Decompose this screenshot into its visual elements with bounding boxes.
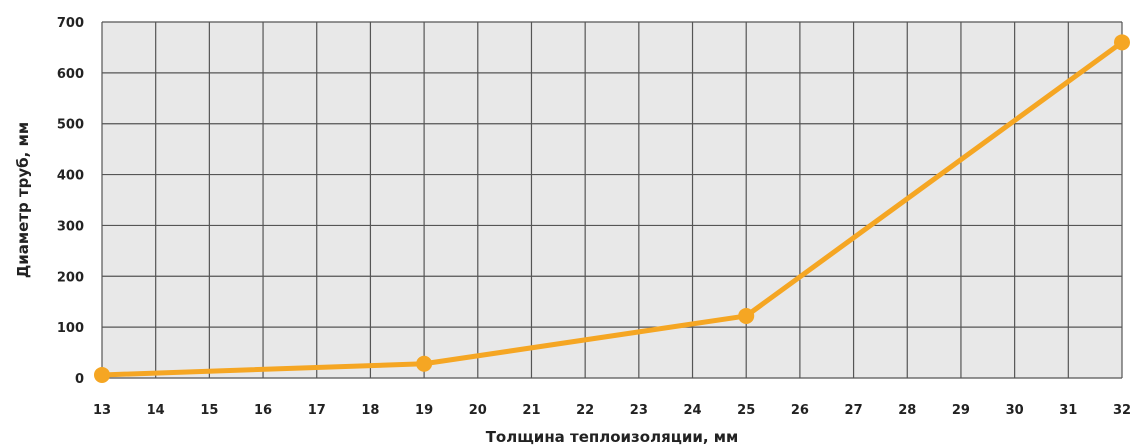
x-tick-label: 18 (361, 403, 379, 418)
data-point (416, 355, 433, 372)
x-tick-label: 24 (683, 403, 701, 418)
y-tick-label: 700 (57, 16, 84, 31)
y-tick-label: 0 (75, 372, 84, 387)
x-tick-label: 28 (898, 403, 916, 418)
data-point (94, 366, 110, 383)
y-axis-title: Диаметр труб, мм (14, 122, 32, 278)
x-tick-label: 31 (1059, 403, 1077, 418)
x-axis-ticks: 13 14 15 16 17 18 19 20 21 22 23 24 25 26 27 28 29 30 31 32 (93, 403, 1131, 418)
x-tick-label: 20 (469, 403, 487, 418)
x-tick-label: 15 (200, 403, 218, 418)
series-group (94, 34, 1130, 383)
y-tick-label: 500 (57, 118, 84, 133)
series-line (99, 39, 1125, 378)
x-tick-label: 13 (93, 403, 111, 418)
data-point (738, 307, 755, 324)
x-tick-label: 23 (630, 403, 648, 418)
x-tick-label: 25 (737, 403, 755, 418)
x-tick-label: 27 (845, 403, 863, 418)
x-tick-label: 21 (522, 403, 540, 418)
y-tick-label: 100 (57, 321, 84, 336)
x-axis-title: Толщина теплоизоляции, мм (486, 428, 739, 446)
y-tick-label: 200 (57, 270, 84, 285)
x-tick-label: 14 (147, 403, 165, 418)
x-tick-label: 26 (791, 403, 809, 418)
x-tick-label: 16 (254, 403, 272, 418)
plot-area (102, 22, 1122, 378)
y-tick-label: 300 (57, 219, 84, 234)
y-axis-ticks: 0 100 200 300 400 500 600 700 (57, 16, 84, 387)
x-tick-label: 29 (952, 403, 970, 418)
x-tick-label: 32 (1113, 403, 1131, 418)
x-tick-label: 19 (415, 403, 433, 418)
grid-lines (101, 21, 1123, 379)
x-tick-label: 22 (576, 403, 594, 418)
y-tick-label: 400 (57, 169, 84, 184)
x-tick-label: 17 (308, 403, 326, 418)
x-tick-label: 30 (1006, 403, 1024, 418)
y-tick-label: 600 (57, 67, 84, 82)
data-point (1114, 34, 1130, 51)
